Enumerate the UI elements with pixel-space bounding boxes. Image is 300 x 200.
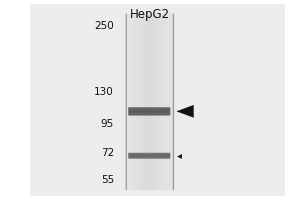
Text: HepG2: HepG2 <box>130 8 170 21</box>
Polygon shape <box>177 105 194 117</box>
Text: 95: 95 <box>101 119 114 129</box>
Text: 250: 250 <box>94 21 114 31</box>
Text: 72: 72 <box>101 148 114 158</box>
Text: 130: 130 <box>94 87 114 97</box>
Text: 55: 55 <box>101 175 114 185</box>
